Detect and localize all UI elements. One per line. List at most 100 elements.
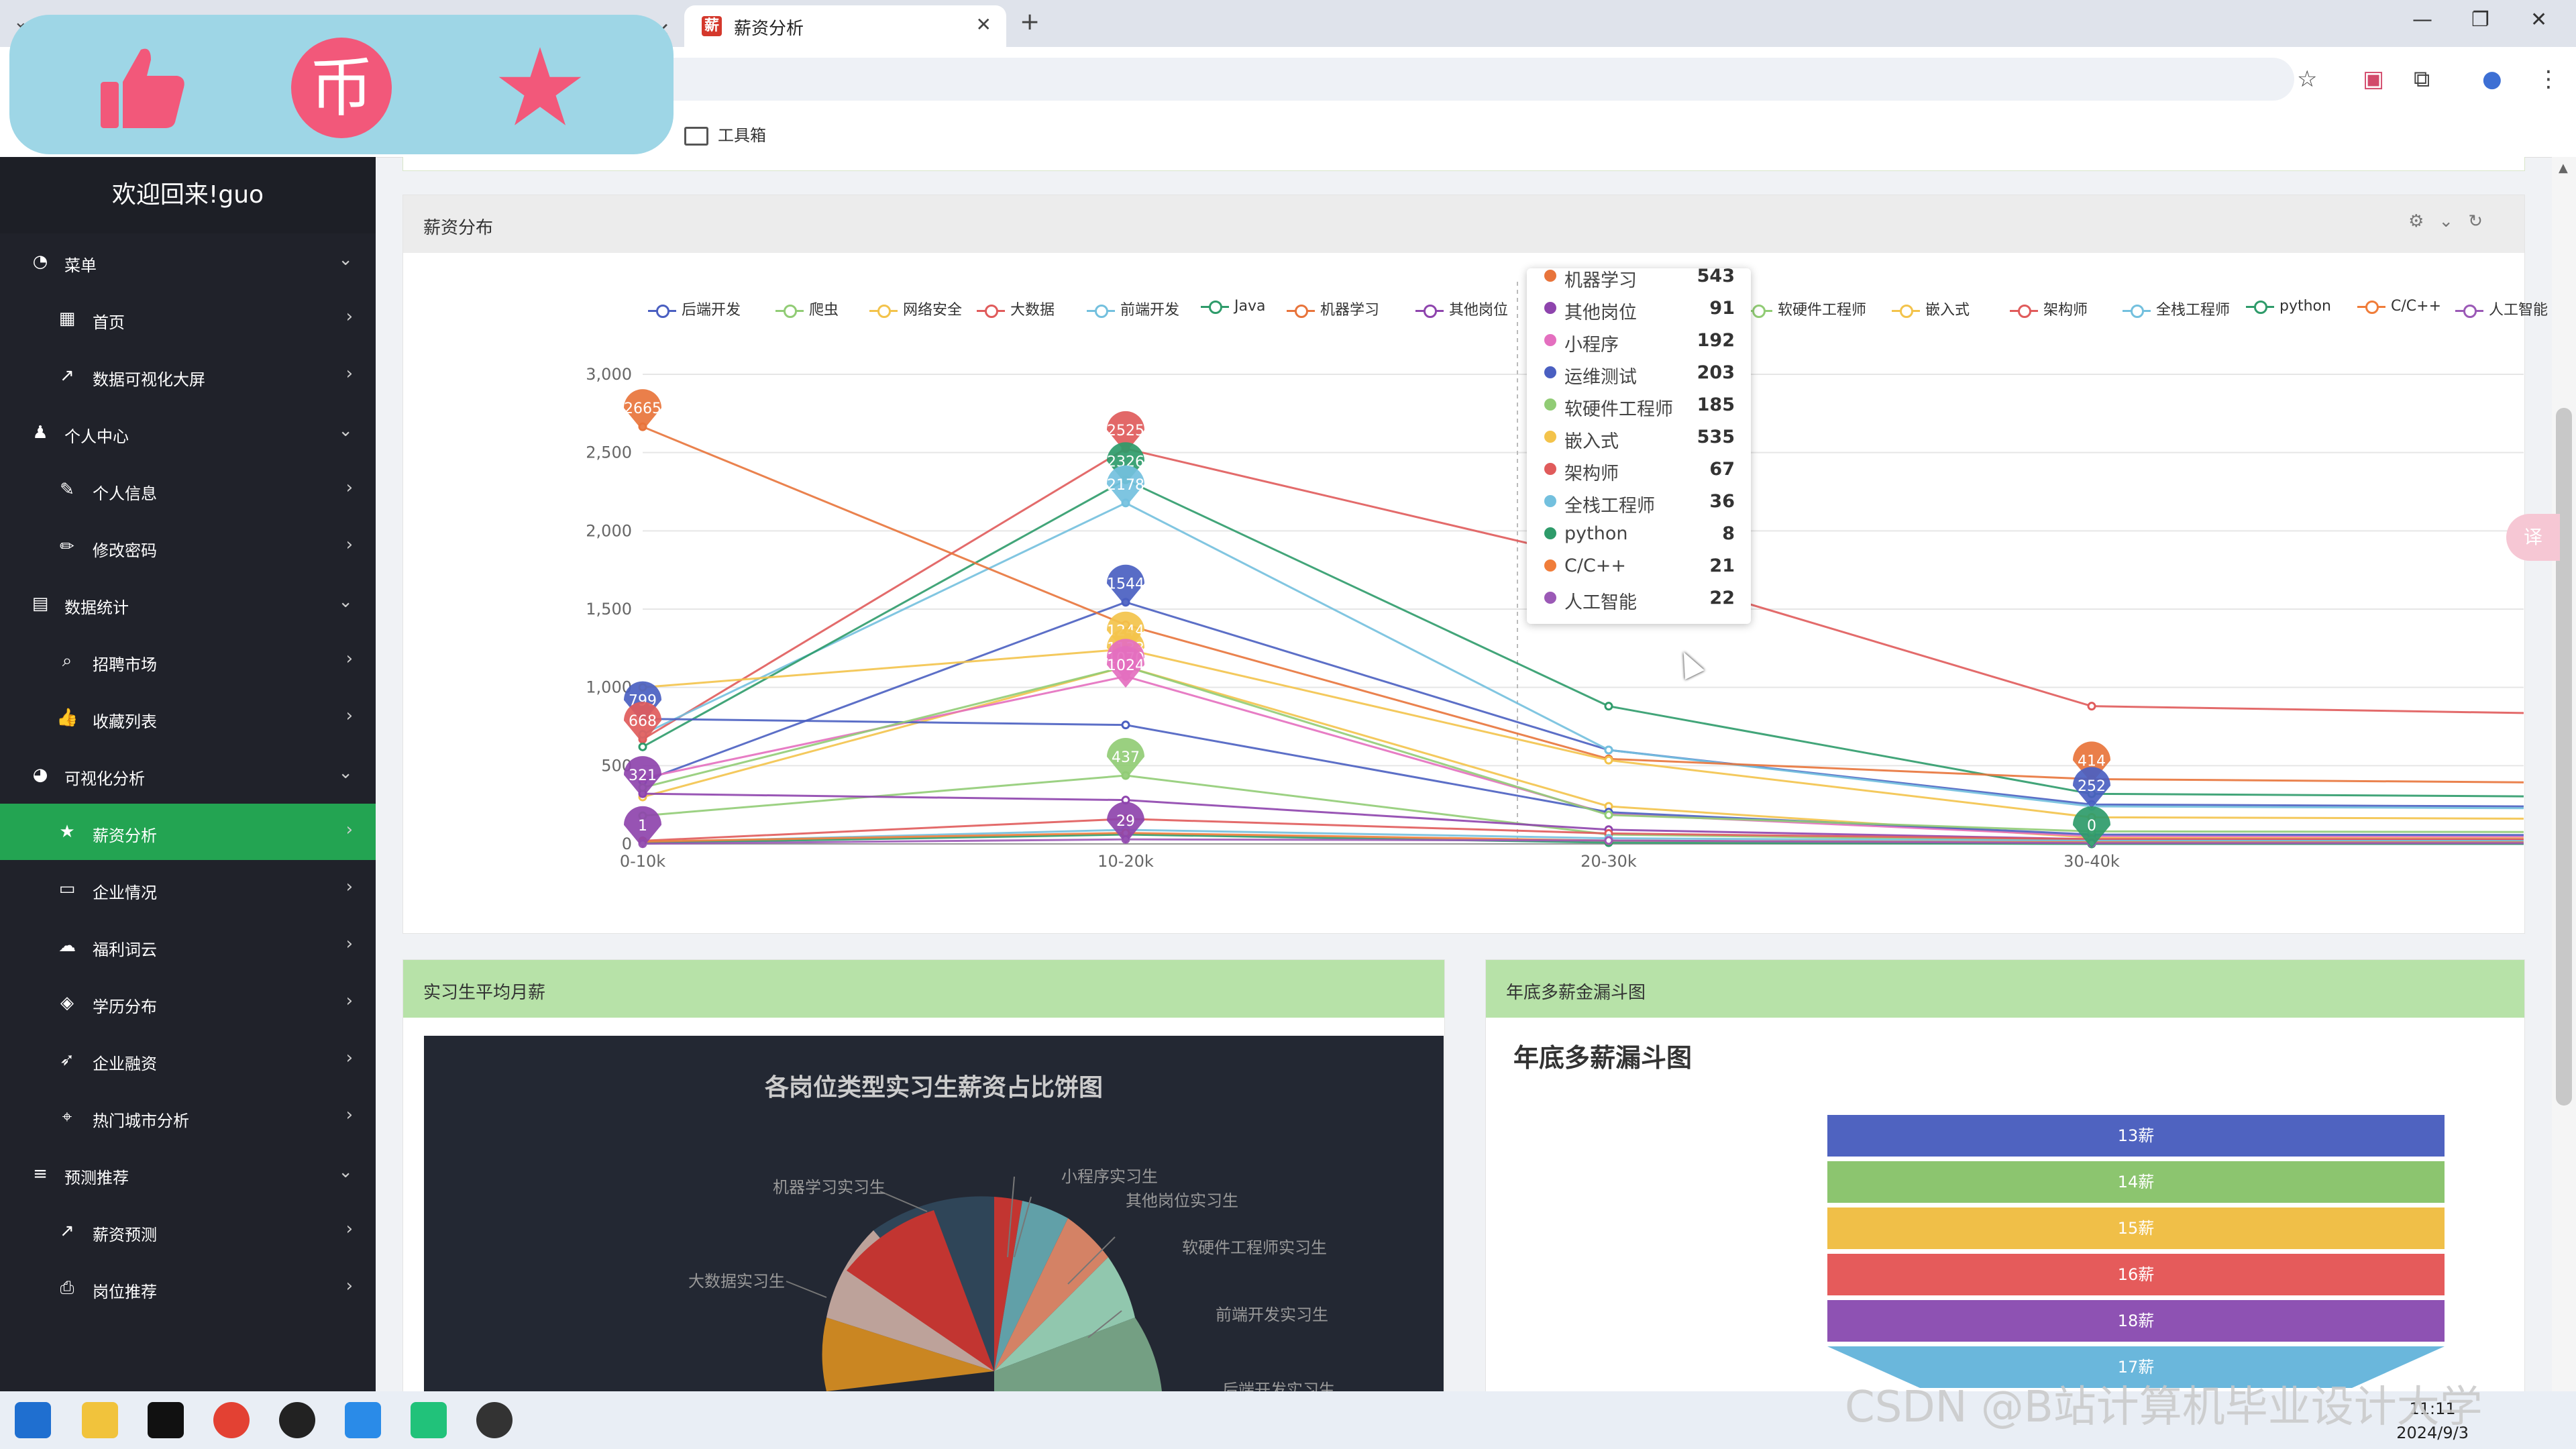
omnibox[interactable]	[644, 58, 2294, 101]
chevron-right-icon: ›	[345, 307, 353, 327]
legend-item[interactable]: 爬虫	[775, 298, 839, 319]
scroll-up-icon[interactable]: ▲	[2559, 161, 2568, 175]
legend-item[interactable]: 架构师	[2010, 298, 2088, 319]
legend-label: 爬虫	[809, 302, 839, 319]
tooltip-value: 21	[1709, 555, 1735, 576]
legend-item[interactable]: Java	[1201, 298, 1265, 315]
sidebar-item[interactable]: ▦ 首页 ›	[0, 290, 376, 347]
favorite-button[interactable]: ★	[490, 34, 590, 142]
sidebar-item[interactable]: ◈ 学历分布 ›	[0, 975, 376, 1031]
feather-icon: ✎	[60, 480, 74, 500]
pycharm-icon[interactable]	[411, 1402, 447, 1438]
data-point	[1604, 810, 1613, 820]
sidebar-item[interactable]: ✏ 修改密码 ›	[0, 519, 376, 575]
legend-marker	[2246, 300, 2274, 314]
legend-label: C/C++	[2391, 298, 2442, 315]
sidebar-item[interactable]: 👍 收藏列表 ›	[0, 690, 376, 746]
ide-icon[interactable]	[148, 1402, 184, 1438]
legend-item[interactable]: 其他岗位	[1415, 298, 1508, 319]
profile-icon[interactable]: ●	[2482, 66, 2502, 93]
sidebar-item-label: 数据可视化大屏	[93, 370, 205, 389]
translate-ext-icon[interactable]: ▣	[2363, 66, 2385, 93]
legend-item[interactable]: python	[2246, 298, 2331, 315]
sidebar-item[interactable]: ▭ 企业情况 ›	[0, 861, 376, 917]
sidebar-item[interactable]: ◕ 可视化分析 ⌄	[0, 747, 376, 803]
sidebar-item[interactable]: ▤ 数据统计 ⌄	[0, 576, 376, 632]
pie-label: 其他岗位实习生	[1126, 1191, 1238, 1210]
chrome-icon[interactable]	[213, 1402, 250, 1438]
gauge-icon: ◔	[32, 252, 48, 272]
file-explorer-icon[interactable]	[82, 1402, 118, 1438]
legend-item[interactable]: C/C++	[2357, 298, 2441, 315]
restore-icon[interactable]: ❐	[2471, 8, 2489, 32]
legend-item[interactable]: 大数据	[977, 298, 1055, 319]
close-tab-icon[interactable]: ✕	[975, 13, 991, 36]
chevron-right-icon: ›	[345, 535, 353, 555]
y-tick-label: 2,500	[586, 443, 632, 462]
close-window-icon[interactable]: ✕	[2530, 8, 2548, 32]
panel-title: 实习生平均月薪	[423, 983, 546, 1003]
tooltip-value: 192	[1697, 330, 1735, 351]
tab-title: 薪资分析	[734, 19, 804, 39]
sidebar-item[interactable]: ⌖ 热门城市分析 ›	[0, 1089, 376, 1145]
sidebar-item[interactable]: ➶ 企业融资 ›	[0, 1032, 376, 1088]
sidebar-item[interactable]: ✎ 个人信息 ›	[0, 462, 376, 518]
thumbs-up-icon	[101, 48, 184, 128]
legend-item[interactable]: 嵌入式	[1892, 298, 1970, 319]
legend-item[interactable]: 软硬件工程师	[1744, 298, 1866, 319]
windows-start-icon[interactable]	[15, 1402, 51, 1438]
tooltip-row: 嵌入式 535	[1527, 421, 1751, 453]
refresh-icon[interactable]: ↻	[2468, 211, 2498, 231]
chevron-down-icon[interactable]: ⌄	[2438, 211, 2469, 231]
legend-item[interactable]: 全栈工程师	[2123, 298, 2230, 319]
sidebar-item[interactable]: ≡ 预测推荐 ⌄	[0, 1146, 376, 1202]
sidebar-item[interactable]: ↗ 数据可视化大屏 ›	[0, 347, 376, 404]
app-icon[interactable]	[345, 1402, 381, 1438]
sidebar-item-label: 数据统计	[64, 598, 129, 617]
coin-button[interactable]: 币	[291, 38, 392, 138]
reaction-overlay: 币 ★	[9, 15, 674, 154]
tooltip-series-name: 全栈工程师	[1564, 496, 1655, 517]
taskbar-clock[interactable]: 11:11 2024/9/3	[2396, 1397, 2469, 1445]
gear-icon[interactable]: ⚙	[2408, 211, 2439, 231]
tooltip-series-name: python	[1564, 523, 1628, 544]
legend-item[interactable]: 人工智能	[2455, 298, 2548, 319]
sidebar-item-label: 收藏列表	[93, 712, 157, 731]
panel-header: 年底多薪金漏斗图	[1486, 960, 2524, 1018]
pie-label: 软硬件工程师实习生	[1182, 1238, 1327, 1257]
legend-item[interactable]: 机器学习	[1287, 298, 1379, 319]
translate-icon[interactable]: 译	[2506, 514, 2560, 561]
tooltip-series-name: 架构师	[1564, 464, 1619, 484]
sidebar-item-label: 企业融资	[93, 1055, 157, 1073]
new-tab-icon[interactable]: +	[1020, 8, 1040, 36]
tooltip-value: 203	[1697, 362, 1735, 383]
more-menu-icon[interactable]: ⋮	[2537, 66, 2560, 93]
scroll-thumb[interactable]	[2556, 408, 2572, 1106]
sidebar-item-label: 个人中心	[64, 427, 129, 446]
bookmark-star-icon[interactable]: ☆	[2297, 66, 2318, 93]
legend-item[interactable]: 后端开发	[648, 298, 741, 319]
sidebar-item[interactable]: ⌕ 招聘市场 ›	[0, 633, 376, 689]
sidebar-item[interactable]: ★ 薪资分析 ›	[0, 804, 376, 860]
recorder-icon[interactable]	[476, 1402, 513, 1438]
minimize-icon[interactable]: —	[2412, 8, 2432, 32]
page-scrollbar[interactable]: ▲	[2552, 157, 2576, 1391]
data-label-pin	[624, 389, 661, 431]
tooltip-value: 535	[1697, 427, 1735, 447]
graduation-cap-icon: ◈	[60, 993, 74, 1013]
bookmark-folder[interactable]: 工具箱	[684, 122, 766, 146]
salary-distribution-panel: 薪资分布 ⚙⌄↻	[402, 195, 2525, 934]
tab-active[interactable]: 薪 薪资分析 ✕	[684, 5, 1006, 47]
tooltip-value: 8	[1722, 523, 1735, 544]
sidebar-item[interactable]: ♟ 个人中心 ⌄	[0, 405, 376, 461]
like-button[interactable]	[93, 38, 193, 138]
sidebar-item[interactable]: ☁ 福利词云 ›	[0, 918, 376, 974]
sidebar-item[interactable]: ◔ 菜单 ⌄	[0, 233, 376, 290]
legend-item[interactable]: 网络安全	[869, 298, 962, 319]
legend-item[interactable]: 前端开发	[1087, 298, 1179, 319]
extensions-icon[interactable]: ⧉	[2414, 66, 2430, 93]
sidebar-item[interactable]: ↗ 薪资预测 ›	[0, 1203, 376, 1259]
panel-header: 薪资分布 ⚙⌄↻	[403, 195, 2524, 253]
qq-icon[interactable]	[279, 1402, 315, 1438]
sidebar-item[interactable]: ⎙ 岗位推荐 ›	[0, 1260, 376, 1316]
